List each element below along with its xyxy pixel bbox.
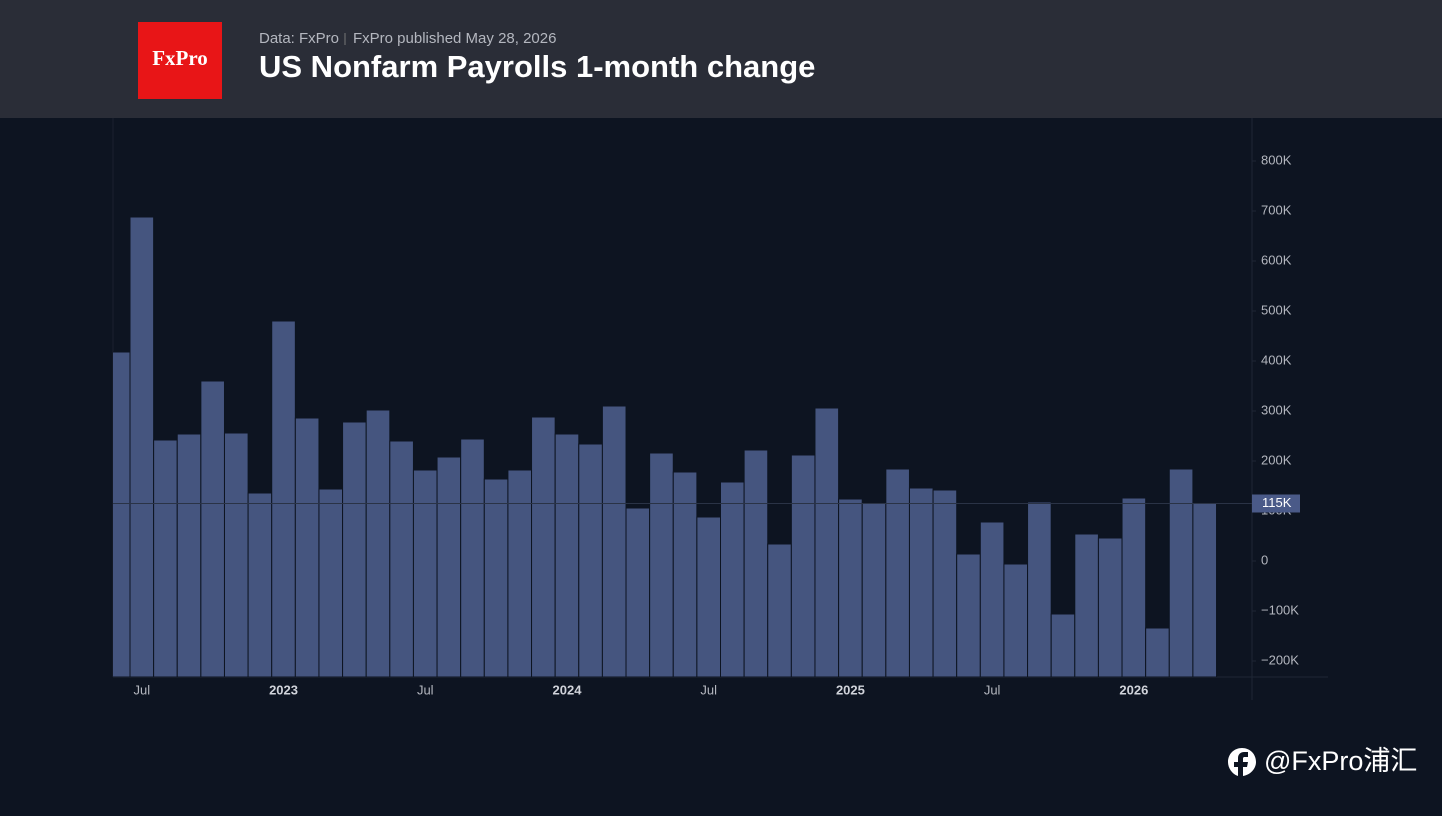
header-band [0, 0, 1442, 118]
y-tick-label: 500K [1261, 302, 1292, 317]
bar [1145, 627, 1170, 677]
bar [389, 440, 414, 677]
x-tick-label: Jul [417, 682, 434, 697]
y-tick-label: 200K [1261, 452, 1292, 467]
bar [956, 553, 981, 677]
bar [720, 481, 745, 677]
bar [838, 498, 863, 677]
y-tick-label: 0 [1261, 552, 1268, 567]
bar [578, 443, 603, 677]
bar [507, 469, 533, 677]
bar [176, 433, 202, 677]
x-tick-label: Jul [133, 682, 150, 697]
bars [113, 216, 1218, 677]
watermark: @FxPro浦汇 [1264, 746, 1417, 776]
bar [153, 439, 178, 677]
bar [625, 507, 651, 677]
bar [460, 438, 485, 677]
bar [318, 488, 344, 677]
bar [1192, 503, 1218, 677]
bar [885, 468, 910, 677]
y-tick-label: 400K [1261, 352, 1292, 367]
bar [531, 416, 556, 677]
y-tick-label: 600K [1261, 252, 1292, 267]
bar [294, 417, 320, 677]
bar [412, 469, 438, 677]
y-tick-label: −100K [1261, 602, 1299, 617]
bar [271, 320, 296, 677]
bar [601, 405, 627, 677]
bar [1027, 501, 1052, 677]
bar [861, 502, 887, 677]
bar [554, 433, 580, 677]
bar [113, 351, 131, 677]
y-tick-label: 800K [1261, 152, 1292, 167]
bar [743, 449, 769, 677]
bar [483, 478, 509, 677]
bar [814, 407, 840, 677]
source: Data: FxPro [259, 30, 339, 47]
bar [1097, 537, 1123, 677]
bar [1003, 563, 1029, 677]
publisher: FxPro published May 28, 2026 [353, 30, 556, 47]
logo-text: FxPro [152, 46, 208, 70]
bar [200, 380, 225, 677]
x-tick-label: Jul [700, 682, 717, 697]
bar [1121, 497, 1147, 677]
bar [342, 421, 367, 677]
bar [365, 409, 391, 677]
bar [908, 487, 934, 677]
last-value-label: 115K [1262, 495, 1292, 510]
x-tick-label: 2024 [553, 682, 583, 697]
bar [696, 516, 722, 677]
bar [129, 216, 155, 677]
last-value-box [1252, 494, 1300, 513]
y-tick-label: 700K [1261, 202, 1292, 217]
bar [1168, 468, 1194, 677]
x-tick-label: 2025 [836, 682, 865, 697]
x-tick-label: Jul [984, 682, 1001, 697]
bar [790, 454, 816, 677]
bar [436, 456, 462, 677]
watermark-icon [1228, 748, 1256, 776]
bar [223, 432, 249, 677]
bar [672, 471, 698, 677]
x-tick-label: 2026 [1119, 682, 1148, 697]
bar [979, 521, 1005, 677]
bar [1074, 533, 1099, 677]
bar [247, 492, 273, 677]
bar [1050, 613, 1076, 677]
chart-title: US Nonfarm Payrolls 1-month change [259, 49, 815, 84]
logo-box [138, 22, 222, 99]
y-tick-label: −200K [1261, 652, 1299, 667]
x-tick-label: 2023 [269, 682, 298, 697]
bar [767, 543, 792, 677]
bar [932, 489, 958, 677]
y-tick-label: 300K [1261, 402, 1292, 417]
bar [649, 452, 674, 677]
